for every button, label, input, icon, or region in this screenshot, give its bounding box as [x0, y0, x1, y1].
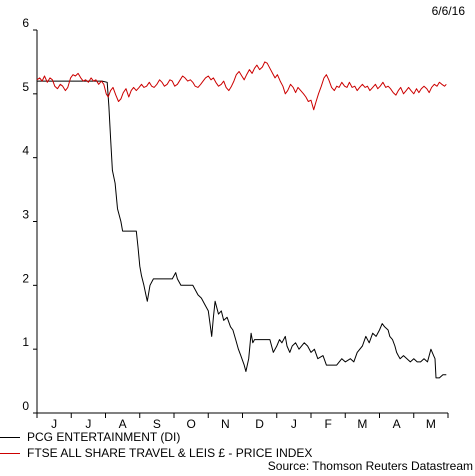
series-line-pcg	[37, 80, 447, 379]
x-tick-label: M	[357, 417, 367, 431]
x-tick-label: A	[119, 417, 127, 431]
source-note: Source: Thomson Reuters Datastream	[267, 459, 473, 473]
legend-swatch-pcg	[0, 437, 20, 438]
x-tick-label: A	[393, 417, 401, 431]
x-tick-label: D	[255, 417, 264, 431]
legend-label-pcg: PCG ENTERTAINMENT (DI)	[27, 430, 181, 444]
x-tick-label: J	[85, 417, 91, 431]
y-tick-label: 1	[22, 335, 29, 349]
legend-label-ftse: FTSE ALL SHARE TRAVEL & LEIS £ - PRICE I…	[27, 446, 313, 460]
x-tick-label: S	[153, 417, 161, 431]
date-label: 6/6/16	[431, 4, 465, 18]
x-tick-label: J	[291, 417, 297, 431]
y-tick-label: 3	[22, 208, 29, 222]
x-tick-label: J	[51, 417, 57, 431]
y-tick-label: 2	[22, 271, 29, 285]
x-tick-label: M	[426, 417, 436, 431]
y-tick-label: 6	[22, 16, 29, 30]
x-tick-label: O	[186, 417, 195, 431]
series-line-ftse	[36, 61, 447, 111]
y-tick-label: 0	[22, 399, 29, 413]
y-tick-label: 4	[22, 144, 29, 158]
legend-swatch-ftse	[0, 453, 20, 454]
x-tick-label: F	[324, 417, 331, 431]
x-tick-label: N	[221, 417, 230, 431]
y-tick-label: 5	[22, 80, 29, 94]
